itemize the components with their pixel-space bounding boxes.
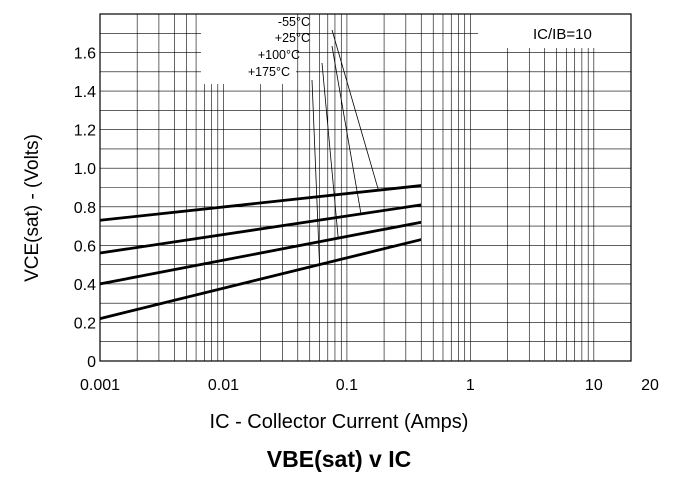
series-line bbox=[99, 203, 422, 255]
y-tick-label: 0.8 bbox=[74, 200, 96, 217]
annotation-leader bbox=[331, 29, 379, 191]
y-tick-labels: 0 0.2 0.4 0.6 0.8 1.0 1.2 1.4 1.6 bbox=[74, 46, 96, 371]
y-tick-label: 1.2 bbox=[74, 123, 96, 140]
series-line bbox=[99, 184, 422, 222]
y-tick-label: 0.4 bbox=[74, 277, 96, 294]
condition-label: IC/IB=10 bbox=[533, 26, 592, 43]
series-line bbox=[99, 238, 422, 320]
series-annotation: -55°C bbox=[278, 15, 310, 29]
series-annotation: +100°C bbox=[258, 48, 300, 62]
plot-frame bbox=[99, 13, 632, 362]
y-tick-label: 0.2 bbox=[74, 315, 96, 332]
annotation-leader bbox=[331, 45, 362, 214]
x-tick-label: 0.1 bbox=[336, 377, 358, 394]
series-annotation: +175°C bbox=[248, 65, 290, 79]
y-tick-label: 0.6 bbox=[74, 238, 96, 255]
y-axis-label: VCE(sat) - (Volts) bbox=[22, 134, 43, 282]
y-tick-label: 1.0 bbox=[74, 161, 96, 178]
x-axis-label: IC - Collector Current (Amps) bbox=[209, 411, 469, 433]
condition-background bbox=[478, 14, 631, 48]
legend-background bbox=[201, 14, 296, 84]
y-tick-label: 1.6 bbox=[74, 46, 96, 63]
annotation-leader bbox=[311, 79, 320, 265]
series-annotation: +25°C bbox=[275, 31, 310, 45]
x-tick-labels: 0.001 0.01 0.1 1 10 20 bbox=[80, 377, 659, 394]
x-tick-label: 0.01 bbox=[208, 377, 239, 394]
grid-layer bbox=[100, 14, 631, 361]
x-tick-label: 0.001 bbox=[80, 377, 120, 394]
y-tick-label: 1.4 bbox=[74, 84, 96, 101]
series-line bbox=[99, 220, 422, 286]
annotation-leaders bbox=[311, 29, 379, 265]
x-tick-label: 1 bbox=[466, 377, 475, 394]
series-layer bbox=[99, 184, 422, 320]
series-annotations: -55°C +25°C +100°C +175°C bbox=[248, 15, 310, 79]
x-tick-label: 10 bbox=[585, 377, 603, 394]
annotation-leader bbox=[321, 62, 339, 239]
y-tick-label: 0 bbox=[87, 354, 96, 371]
chart-title: VBE(sat) v IC bbox=[266, 446, 412, 472]
x-tick-label: 20 bbox=[641, 377, 659, 394]
